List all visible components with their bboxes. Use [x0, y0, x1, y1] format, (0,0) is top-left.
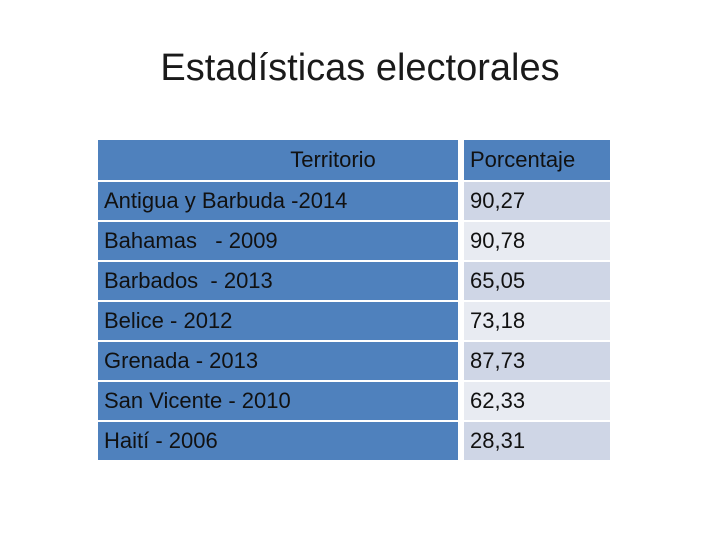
territory-cell: Belice - 2012 — [98, 302, 458, 342]
table-row: Belice - 2012 73,18 — [98, 302, 610, 342]
column-gap — [458, 182, 464, 222]
territory-cell: Grenada - 2013 — [98, 342, 458, 382]
table-row: Antigua y Barbuda -2014 90,27 — [98, 182, 610, 222]
percentage-cell: 90,78 — [464, 222, 610, 262]
column-gap — [458, 222, 464, 262]
column-gap — [458, 302, 464, 342]
percentage-cell: 73,18 — [464, 302, 610, 342]
table-header-row: Territorio Porcentaje — [98, 140, 610, 182]
column-gap — [458, 422, 464, 462]
territory-cell: Barbados - 2013 — [98, 262, 458, 302]
column-gap — [458, 382, 464, 422]
table-row: Barbados - 2013 65,05 — [98, 262, 610, 302]
territory-cell: San Vicente - 2010 — [98, 382, 458, 422]
table-row: Haití - 2006 28,31 — [98, 422, 610, 462]
election-stats-table: Territorio Porcentaje Antigua y Barbuda … — [98, 140, 610, 462]
table-row: Grenada - 2013 87,73 — [98, 342, 610, 382]
column-gap — [458, 262, 464, 302]
percentage-cell: 65,05 — [464, 262, 610, 302]
percentage-cell: 87,73 — [464, 342, 610, 382]
percentage-cell: 28,31 — [464, 422, 610, 462]
percentage-cell: 62,33 — [464, 382, 610, 422]
header-porcentaje: Porcentaje — [464, 140, 610, 182]
territory-cell: Antigua y Barbuda -2014 — [98, 182, 458, 222]
election-table: Territorio Porcentaje Antigua y Barbuda … — [98, 140, 610, 462]
column-gap — [458, 140, 464, 182]
territory-cell: Bahamas - 2009 — [98, 222, 458, 262]
territory-cell: Haití - 2006 — [98, 422, 458, 462]
table-row: San Vicente - 2010 62,33 — [98, 382, 610, 422]
percentage-cell: 90,27 — [464, 182, 610, 222]
slide-title: Estadísticas electorales — [160, 47, 560, 89]
column-gap — [458, 342, 464, 382]
header-territorio: Territorio — [98, 140, 458, 182]
table-row: Bahamas - 2009 90,78 — [98, 222, 610, 262]
